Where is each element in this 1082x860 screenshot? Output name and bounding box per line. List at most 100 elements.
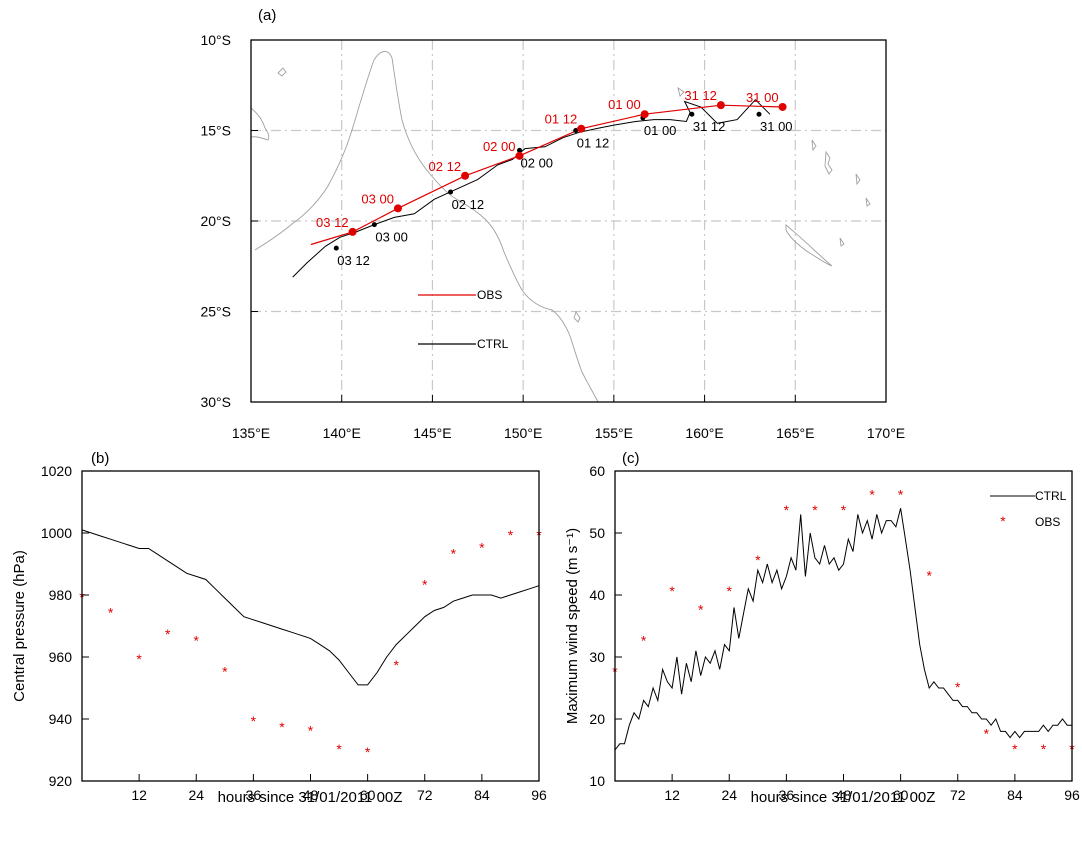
ctrl-track-marker-label: 02 12 xyxy=(452,197,485,212)
coastline-vanuatu-1 xyxy=(824,150,833,175)
ctrl-track-line xyxy=(292,98,771,278)
obs-track-marker xyxy=(640,110,649,119)
panel-c-xtick-label: 96 xyxy=(1064,787,1080,803)
panel-c-obs-point: * xyxy=(727,583,733,599)
panel-c-legend-label-ctrl: CTRL xyxy=(1035,489,1067,503)
panel-c-obs-point: * xyxy=(926,567,932,583)
panel-b-obs-point: * xyxy=(279,719,285,735)
panel-b-obs-point: * xyxy=(422,577,428,593)
panel-b-ctrl-line xyxy=(81,529,540,686)
ctrl-track-marker xyxy=(448,189,454,195)
map-ticks: 135°E 140°E 145°E 150°E 155°E 160°E 165°E 170°E… xyxy=(200,32,905,441)
coastline-vanuatu-2 xyxy=(811,139,817,152)
panel-c-obs-point: * xyxy=(984,725,990,741)
ctrl-track-marker xyxy=(689,111,695,117)
legend-label-ctrl: CTRL xyxy=(477,337,509,351)
obs-track-marker-label: 01 12 xyxy=(545,112,578,127)
panel-c-obs-point: * xyxy=(1012,741,1018,757)
panel-b-obs-point: * xyxy=(194,632,200,648)
map-xtick-label: 150°E xyxy=(504,425,542,441)
panel-c-xtick-label: 72 xyxy=(950,787,966,803)
panel-c-xtick-label: 60 xyxy=(893,787,909,803)
panel-b-plot: **** *** * ** **** ** * xyxy=(79,527,542,760)
ctrl-track-marker-label: 31 00 xyxy=(760,119,793,134)
panel-b-obs-point: * xyxy=(308,722,314,738)
panel-b-obs-point: * xyxy=(451,546,457,562)
panel-c-plot: ******* * ** ***** * * xyxy=(612,487,1075,757)
panel-b-obs-point: * xyxy=(251,713,257,729)
panel-b-obs-point: * xyxy=(136,651,142,667)
obs-track-marker xyxy=(515,151,524,160)
coastline-islet xyxy=(277,67,287,77)
coastline-solomon-islet xyxy=(677,86,685,97)
panel-c-xtick-label: 84 xyxy=(1007,787,1023,803)
panel-c-obs-point: * xyxy=(869,487,875,503)
ctrl-track-marker-label: 01 00 xyxy=(644,123,677,138)
panel-b-ytick-label: 1020 xyxy=(41,463,72,479)
panel-b-xtick-label: 12 xyxy=(131,787,147,803)
panel-c-obs-point: * xyxy=(755,552,761,568)
panel-b-xtick-label: 72 xyxy=(417,787,433,803)
ctrl-track-marker xyxy=(517,147,523,153)
ctrl-track-marker xyxy=(756,111,762,117)
panel-c-obs-point: * xyxy=(812,502,818,518)
panel-b-xlabel: hours since 31/01/2011 00Z xyxy=(218,789,403,806)
map-xtick-label: 160°E xyxy=(685,425,723,441)
panel-b-ytick-label: 920 xyxy=(49,773,73,789)
panel-c-xtick-label: 24 xyxy=(721,787,737,803)
map-xtick-label: 155°E xyxy=(595,425,633,441)
panel-c-legend-label-obs: OBS xyxy=(1035,515,1060,529)
panel-c-xtick-label: 48 xyxy=(836,787,852,803)
panel-c-obs-point: * xyxy=(898,487,904,503)
ctrl-track-marker-label: 03 12 xyxy=(337,253,370,268)
panel-b-xtick-label: 96 xyxy=(531,787,547,803)
panel-c-obs-point: * xyxy=(698,601,704,617)
ctrl-track-marker-label: 03 00 xyxy=(375,230,408,245)
obs-track-marker-label: 01 00 xyxy=(608,97,641,112)
panel-c-ticks: 12 24 36 48 60 72 84 96 10 20 30 40 50 60 xyxy=(589,463,1080,803)
panel-b-ylabel: Central pressure (hPa) xyxy=(11,550,28,702)
map-ytick-label: 10°S xyxy=(200,32,231,48)
panel-b-ytick-label: 980 xyxy=(49,587,73,603)
obs-track-marker xyxy=(716,101,725,110)
panel-b-obs-point: * xyxy=(508,527,514,543)
legend-label-obs: OBS xyxy=(477,288,502,302)
panel-b-label: (b) xyxy=(91,450,109,467)
coastlines xyxy=(250,51,871,403)
ctrl-track-marker xyxy=(333,245,339,251)
coastline-loyalty-islands xyxy=(839,237,845,247)
track-layer: 31 00 31 12 01 00 01 12 02 00 02 12 03 00 03 12… xyxy=(292,88,793,278)
panel-c-ytick-label: 10 xyxy=(589,773,605,789)
map-ytick-label: 25°S xyxy=(200,304,231,320)
panel-c-ytick-label: 40 xyxy=(589,587,605,603)
panel-c-legend-marker-obs: * xyxy=(1000,513,1006,529)
panel-c-xlabel: hours since 31/01/2011 00Z xyxy=(751,789,936,806)
panel-b-ytick-label: 1000 xyxy=(41,525,72,541)
obs-track-marker xyxy=(461,171,470,180)
map-legend: OBS CTRL xyxy=(418,288,509,351)
panel-c-label: (c) xyxy=(622,450,640,467)
map-ytick-label: 20°S xyxy=(200,213,231,229)
panel-c-obs-point: * xyxy=(784,502,790,518)
panel-c-xtick-label: 12 xyxy=(664,787,680,803)
panel-c-obs-point: * xyxy=(669,583,675,599)
panel-c-obs-point: * xyxy=(641,632,647,648)
panel-c-ytick-label: 50 xyxy=(589,525,605,541)
panel-b-xtick-label: 24 xyxy=(188,787,204,803)
panel-b-ytick-label: 960 xyxy=(49,649,73,665)
panel-b-ytick-label: 940 xyxy=(49,711,73,727)
panel-b-obs-point: * xyxy=(393,657,399,673)
obs-track-marker xyxy=(577,124,586,133)
coastline-gulf-of-carpentaria xyxy=(254,59,375,251)
panel-b-obs-point: * xyxy=(479,539,485,555)
coastline-fraser-island xyxy=(573,310,581,323)
ctrl-track-marker-label: 02 00 xyxy=(521,155,554,170)
panel-b-xtick-label: 36 xyxy=(246,787,262,803)
panel-b-obs-point: * xyxy=(365,744,371,760)
panel-b-central-pressure: (b) **** *** * ** **** ** * 12 24 36 48 60 72 84 9692… xyxy=(11,450,547,806)
panel-b-ticks: 12 24 36 48 60 72 84 96 920 940 960 980 1000 1020 xyxy=(41,463,547,803)
coastline-queensland xyxy=(373,51,599,403)
panel-b-xtick-label: 84 xyxy=(474,787,490,803)
map-xtick-label: 165°E xyxy=(776,425,814,441)
